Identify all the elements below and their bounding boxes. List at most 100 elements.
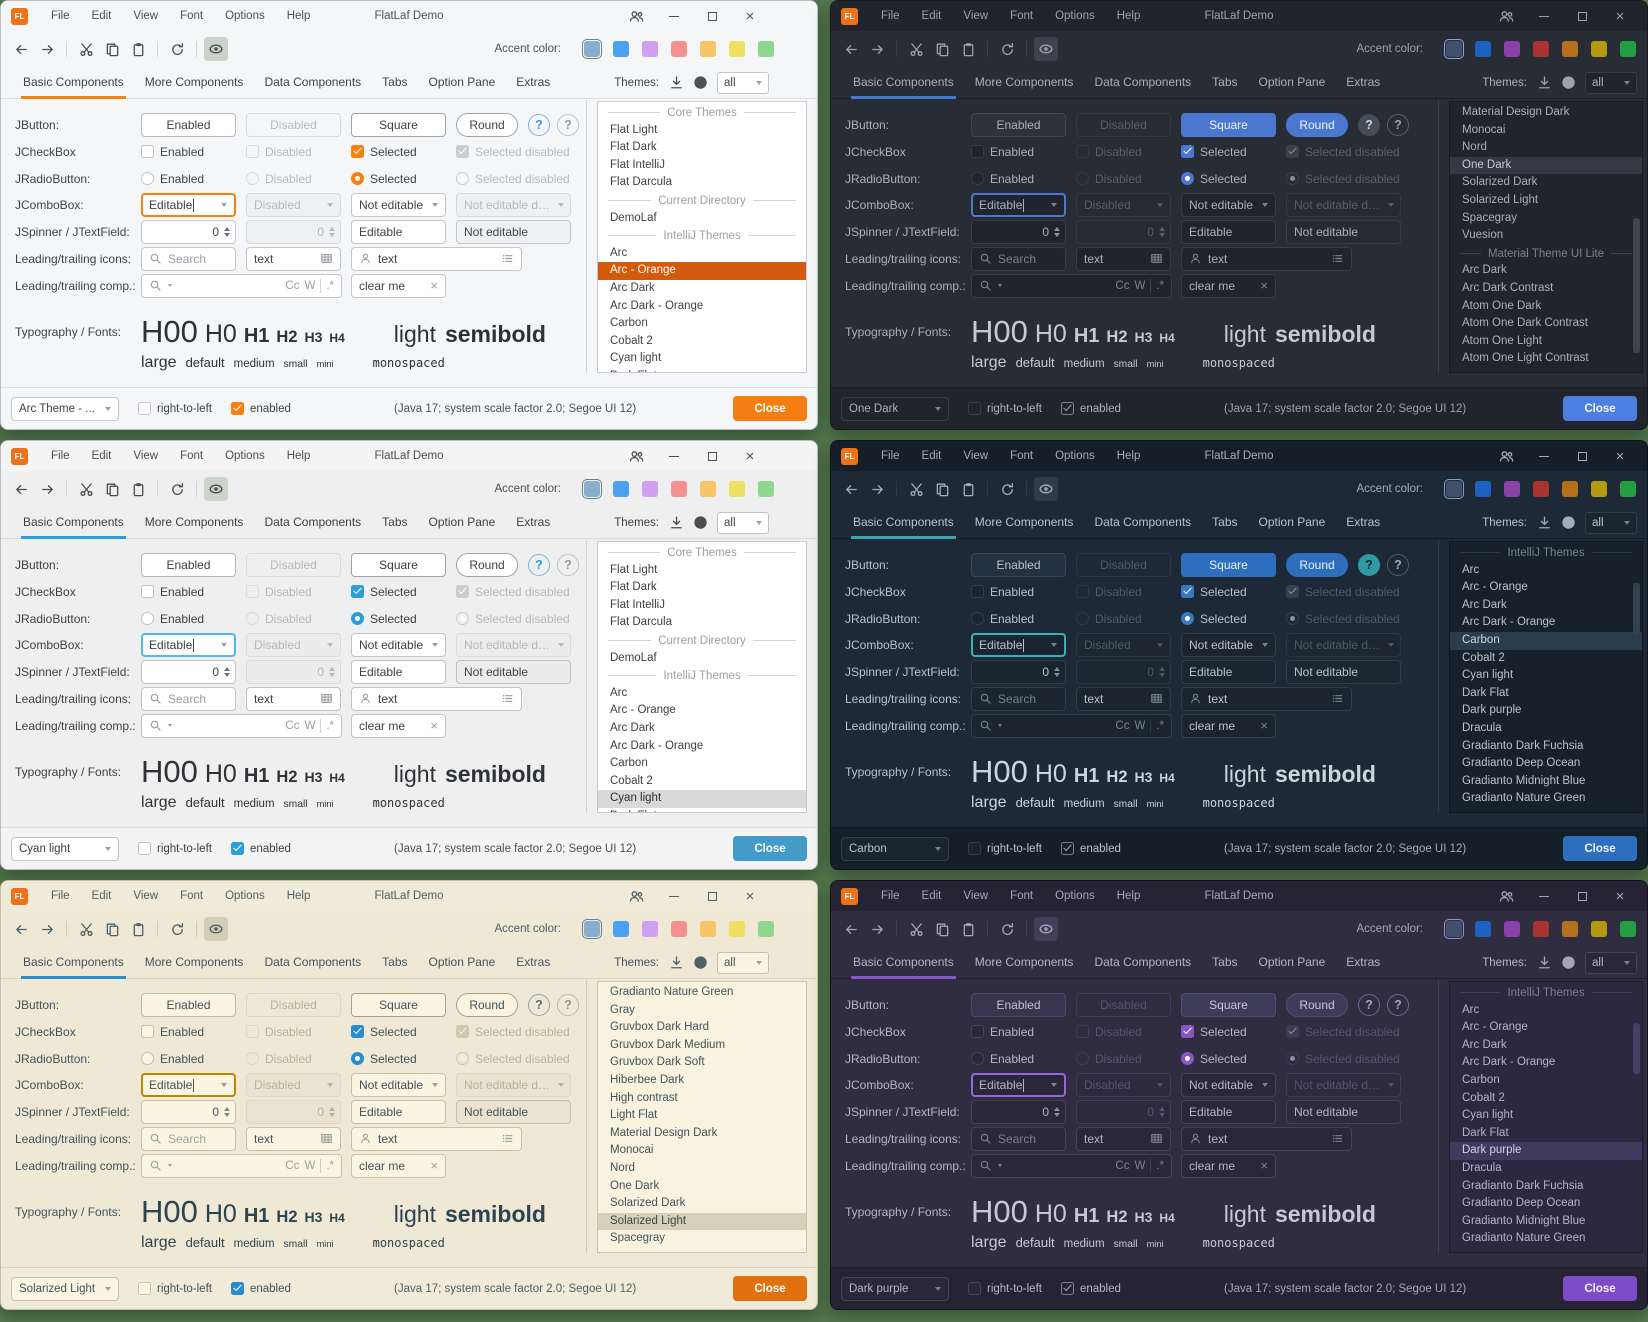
theme-item[interactable]: Arc Dark: [1462, 264, 1507, 277]
maximize-button[interactable]: [1563, 891, 1601, 901]
theme-item[interactable]: Gray: [610, 1003, 635, 1016]
search-field[interactable]: Search: [141, 246, 236, 271]
checkbox-selected-disabled[interactable]: Selected disabled: [456, 580, 570, 604]
theme-item[interactable]: Material Design Dark: [610, 1126, 718, 1139]
cut-icon[interactable]: [904, 37, 928, 61]
themes-list[interactable]: Core Themes Flat Light Flat Dark Flat Intel…: [597, 541, 807, 813]
accent-swatch-7[interactable]: [1620, 921, 1636, 937]
theme-item[interactable]: Gradianto Midnight Blue: [1462, 1214, 1586, 1227]
accent-swatch-3[interactable]: [642, 41, 658, 57]
theme-item[interactable]: Arc: [610, 686, 628, 699]
right-to-left-box[interactable]: [138, 842, 151, 855]
accent-swatch-4[interactable]: [671, 41, 687, 57]
theme-item[interactable]: Solarized Dark: [610, 1197, 686, 1210]
menu-help[interactable]: Help: [1116, 10, 1141, 22]
paste-icon[interactable]: [956, 917, 980, 941]
search-with-options-field[interactable]: Cc W .*: [971, 273, 1172, 298]
theme-item[interactable]: Flat Light: [610, 123, 658, 136]
theme-item[interactable]: Solarized Light: [1462, 193, 1539, 206]
tab-basic-components[interactable]: Basic Components: [21, 67, 126, 99]
tab-extras[interactable]: Extras: [1346, 74, 1381, 89]
close-window-button[interactable]: ×: [745, 887, 755, 905]
whole-words-toggle[interactable]: W: [1134, 1159, 1146, 1172]
tab-tabs[interactable]: Tabs: [1212, 514, 1238, 529]
close-window-button[interactable]: ×: [745, 447, 755, 465]
text-field-person-list[interactable]: text: [351, 246, 522, 271]
theme-item[interactable]: Dracula: [1462, 1161, 1502, 1174]
theme-item[interactable]: Arc Dark - Orange: [610, 299, 704, 312]
close-window-button[interactable]: ×: [745, 7, 755, 25]
checkbox-enabled[interactable]: Enabled: [971, 580, 1066, 604]
accent-swatch-3[interactable]: [1504, 41, 1520, 57]
checkbox-enabled-box[interactable]: [971, 145, 984, 159]
theme-item[interactable]: Carbon: [610, 317, 648, 330]
enabled-box[interactable]: [230, 842, 244, 855]
list-scrollbar-thumb[interactable]: [1633, 218, 1640, 354]
github-icon[interactable]: [1561, 955, 1576, 970]
textfield-editable[interactable]: Editable: [1181, 220, 1276, 245]
forward-icon[interactable]: [35, 477, 59, 501]
menu-font[interactable]: Font: [1010, 450, 1034, 462]
menu-file[interactable]: File: [881, 890, 900, 902]
theme-combobox[interactable]: Carbon: [841, 836, 949, 861]
download-icon[interactable]: [1537, 955, 1552, 970]
checkbox-selected-disabled[interactable]: Selected disabled: [1286, 580, 1400, 604]
theme-combobox[interactable]: Dark purple: [841, 1276, 949, 1301]
close-button[interactable]: Close: [733, 1276, 807, 1301]
tab-basic-components[interactable]: Basic Components: [851, 947, 956, 979]
accent-swatch-5[interactable]: [700, 41, 716, 57]
close-window-button[interactable]: ×: [1615, 447, 1625, 465]
accent-swatch-5[interactable]: [1562, 921, 1578, 937]
paste-icon[interactable]: [956, 477, 980, 501]
menu-edit[interactable]: Edit: [921, 890, 942, 902]
maximize-button[interactable]: [693, 451, 731, 461]
round-button[interactable]: Round: [456, 993, 518, 1017]
tab-data-components[interactable]: Data Components: [1094, 74, 1192, 89]
github-icon[interactable]: [1561, 75, 1576, 90]
accent-swatch-6[interactable]: [729, 41, 745, 57]
combobox-editable[interactable]: Editable: [141, 193, 236, 218]
minimize-button[interactable]: [655, 895, 693, 897]
close-button[interactable]: Close: [1563, 836, 1637, 861]
tab-extras[interactable]: Extras: [516, 514, 551, 529]
tab-more-components[interactable]: More Components: [974, 954, 1074, 969]
download-icon[interactable]: [1537, 75, 1552, 90]
menu-help[interactable]: Help: [286, 10, 311, 22]
checkbox-selected[interactable]: Selected: [1181, 140, 1276, 164]
tab-option-pane[interactable]: Option Pane: [1258, 514, 1326, 529]
themes-list[interactable]: IntelliJ Themes Arc Arc - Orange Arc Dark Ar…: [1449, 541, 1643, 813]
accent-swatch-5[interactable]: [1562, 41, 1578, 57]
tab-tabs[interactable]: Tabs: [1212, 954, 1238, 969]
download-icon[interactable]: [669, 75, 684, 90]
search-field[interactable]: Search: [971, 1126, 1066, 1151]
tab-more-components[interactable]: More Components: [144, 954, 244, 969]
theme-item[interactable]: Monocai: [1462, 123, 1506, 136]
help-button-primary[interactable]: ?: [1358, 114, 1380, 136]
regex-toggle[interactable]: .*: [1156, 1159, 1164, 1172]
tab-basic-components[interactable]: Basic Components: [21, 947, 126, 979]
accent-swatch-6[interactable]: [729, 481, 745, 497]
download-icon[interactable]: [669, 515, 684, 530]
tab-more-components[interactable]: More Components: [974, 514, 1074, 529]
right-to-left-box[interactable]: [968, 842, 981, 855]
checkbox-selected-disabled-box[interactable]: [456, 1025, 469, 1039]
copy-icon[interactable]: [100, 917, 124, 941]
menu-help[interactable]: Help: [286, 450, 311, 462]
close-button[interactable]: Close: [733, 836, 807, 861]
accent-swatch-4[interactable]: [671, 921, 687, 937]
theme-item-selected[interactable]: Solarized Light: [598, 1212, 806, 1231]
clear-icon[interactable]: ×: [1260, 718, 1268, 734]
menu-view[interactable]: View: [963, 890, 989, 902]
tab-extras[interactable]: Extras: [1346, 514, 1381, 529]
accent-swatch-1[interactable]: [581, 918, 603, 940]
back-icon[interactable]: [9, 917, 33, 941]
menu-file[interactable]: File: [881, 10, 900, 22]
radio-enabled[interactable]: Enabled: [971, 167, 1066, 191]
clear-me-field[interactable]: clear me ×: [351, 713, 446, 738]
square-button[interactable]: Square: [1181, 553, 1276, 577]
theme-item[interactable]: Arc Dark - Orange: [1462, 616, 1556, 629]
theme-item[interactable]: Dark Flat: [1462, 1126, 1509, 1139]
checkbox-enabled[interactable]: Enabled: [971, 1020, 1066, 1044]
cut-icon[interactable]: [74, 37, 98, 61]
textfield-editable[interactable]: Editable: [351, 660, 446, 685]
